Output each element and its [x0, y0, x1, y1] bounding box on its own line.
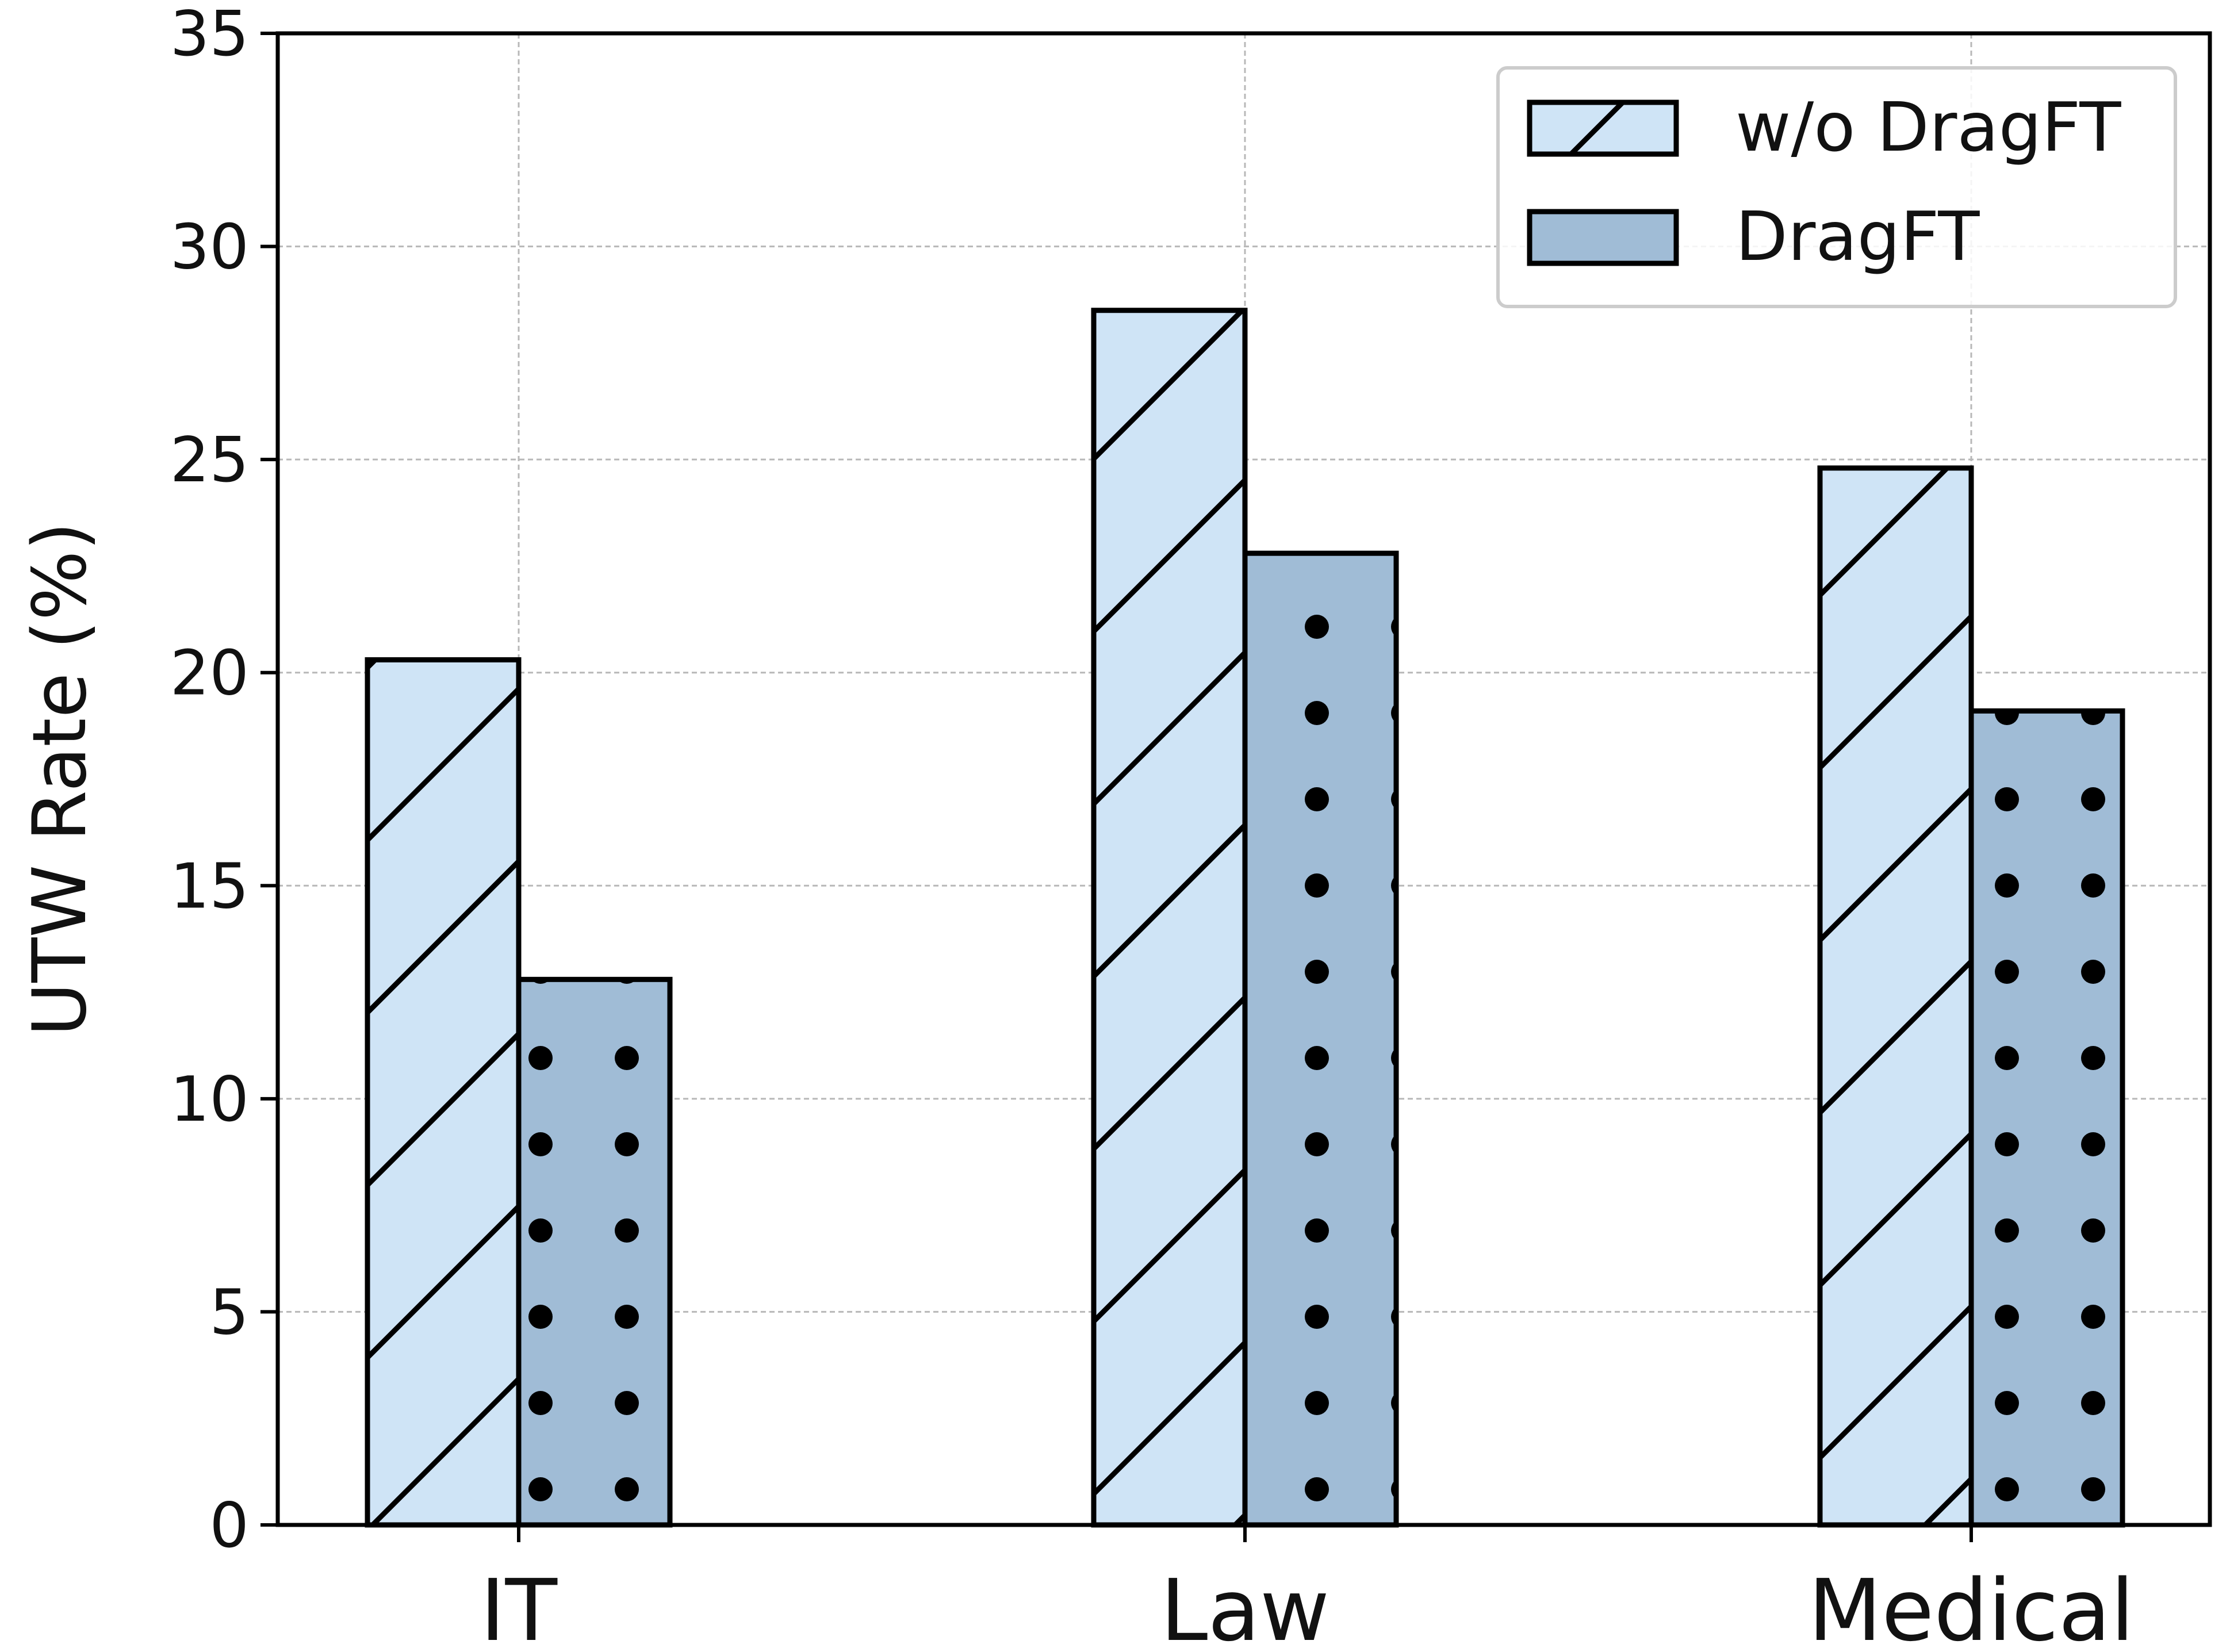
bar-pattern-dragft-medical	[1971, 711, 2122, 1525]
y-tick-label: 25	[170, 424, 249, 496]
y-tick-label: 5	[209, 1277, 249, 1348]
legend: w/o DragFT DragFT	[1496, 66, 2177, 308]
bar-pattern-dragft-law	[1245, 553, 1396, 1525]
y-tick-label: 15	[170, 850, 249, 922]
y-tick-label: 0	[209, 1490, 249, 1562]
y-axis-title: UTW Rate (%)	[17, 522, 103, 1037]
bar-pattern-dragft-it	[519, 979, 670, 1525]
x-tick-label-it: IT	[480, 1561, 558, 1649]
legend-swatch-pattern-w-o-dragft	[1530, 102, 1676, 154]
bar-pattern-w-o-dragft-medical	[1820, 467, 1971, 1525]
legend-swatch-pattern-dragft	[1530, 212, 1676, 263]
y-tick-label: 35	[170, 0, 249, 70]
y-tick-label: 30	[170, 212, 249, 283]
bars	[365, 308, 2125, 1528]
x-tick-label-law: Law	[1160, 1561, 1329, 1649]
legend-label-dragft: DragFT	[1735, 197, 1980, 276]
y-tick-label: 10	[170, 1064, 249, 1136]
bar-pattern-w-o-dragft-it	[367, 660, 519, 1525]
legend-label-w-o-dragft: w/o DragFT	[1735, 87, 2121, 167]
legend-swatch-outline-dragft	[1527, 209, 1679, 266]
legend-swatch-outline-w-o-dragft	[1527, 99, 1679, 157]
x-tick-label-medical: Medical	[1808, 1561, 2135, 1649]
y-tick-label: 20	[170, 638, 249, 710]
axes: 0 5 10 15 20 25 30 35 IT Law Medical UTW Rate (%)	[17, 0, 2212, 1652]
bar-pattern-w-o-dragft-law	[1094, 310, 1245, 1525]
